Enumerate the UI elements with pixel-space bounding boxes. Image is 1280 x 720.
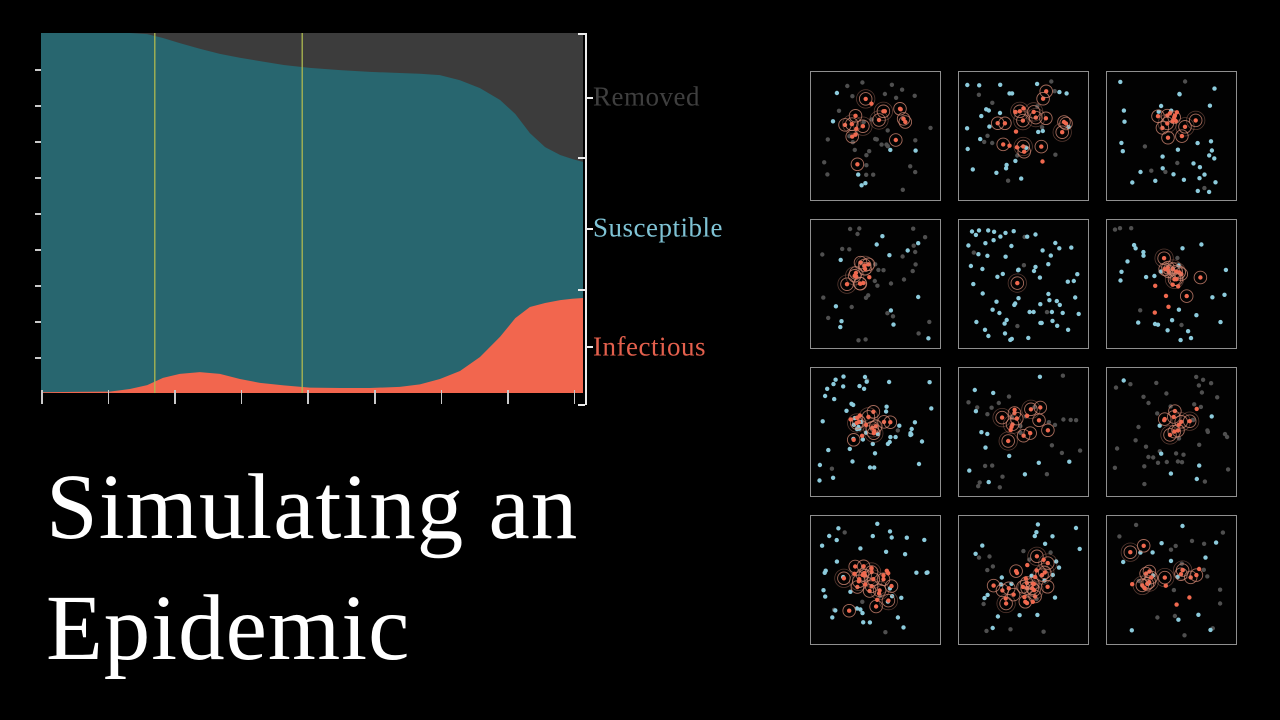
simulation-dots-plot xyxy=(820,226,932,343)
simulation-dots-plot xyxy=(966,228,1081,343)
y-axis-tick xyxy=(35,357,41,359)
right-axis-label-tick xyxy=(586,97,593,99)
page-title-line-1: Simulating an xyxy=(46,456,579,559)
simulation-box-12 xyxy=(1106,515,1237,645)
sir-stacked-area-plot xyxy=(41,33,583,393)
x-axis-tick xyxy=(41,390,43,404)
x-axis-tick xyxy=(307,390,309,404)
removed-label: Removed xyxy=(593,81,700,112)
simulation-box-1 xyxy=(810,71,941,201)
right-axis-line xyxy=(585,33,587,405)
simulation-dots-plot xyxy=(819,521,930,635)
simulation-dots-plot xyxy=(1112,226,1229,343)
x-axis-tick xyxy=(240,390,243,404)
x-axis-tick xyxy=(374,390,376,404)
simulation-dots-plot xyxy=(1112,374,1231,487)
y-axis-tick xyxy=(35,177,41,179)
x-axis-tick xyxy=(107,390,110,404)
simulation-grid xyxy=(810,71,1237,645)
simulation-dots-plot xyxy=(964,79,1073,183)
y-axis-tick xyxy=(35,141,41,143)
simulation-box-9 xyxy=(1106,367,1237,497)
simulation-dots-plot xyxy=(973,522,1082,634)
right-axis-inner-tick xyxy=(578,404,585,406)
x-axis-tick xyxy=(174,390,176,404)
y-axis-tick xyxy=(35,285,41,287)
right-axis-label-tick xyxy=(586,228,593,230)
simulation-box-8 xyxy=(958,367,1089,497)
infectious-label: Infectious xyxy=(593,331,706,362)
simulation-dots-plot xyxy=(966,373,1083,490)
y-axis-tick xyxy=(35,321,41,323)
right-axis-inner-tick xyxy=(578,157,585,159)
page-title: Simulating an Epidemic xyxy=(46,448,578,690)
x-axis-tick xyxy=(507,390,509,404)
simulation-box-4 xyxy=(810,219,941,349)
simulation-box-7 xyxy=(810,367,941,497)
y-axis-tick xyxy=(35,69,41,71)
simulation-box-2 xyxy=(958,71,1089,201)
y-axis-tick xyxy=(35,249,41,251)
x-axis-tick xyxy=(573,390,576,404)
y-axis-tick xyxy=(35,213,41,215)
simulation-dots-plot xyxy=(1117,522,1226,638)
page-title-line-2: Epidemic xyxy=(46,576,411,680)
sir-chart: Removed Susceptible Infectious xyxy=(0,0,760,430)
simulation-box-5 xyxy=(958,219,1089,349)
y-axis-tick xyxy=(35,105,41,107)
simulation-dots-plot xyxy=(1118,79,1218,195)
right-axis-label-tick xyxy=(586,346,593,348)
simulation-dots-plot xyxy=(817,374,934,483)
right-axis-inner-tick xyxy=(578,289,585,291)
simulation-box-11 xyxy=(958,515,1089,645)
simulation-box-3 xyxy=(1106,71,1237,201)
x-axis-tick xyxy=(440,390,443,404)
susceptible-label: Susceptible xyxy=(593,212,723,243)
simulation-dots-plot xyxy=(822,80,933,192)
right-axis-inner-tick xyxy=(578,33,585,35)
simulation-box-6 xyxy=(1106,219,1237,349)
simulation-box-10 xyxy=(810,515,941,645)
